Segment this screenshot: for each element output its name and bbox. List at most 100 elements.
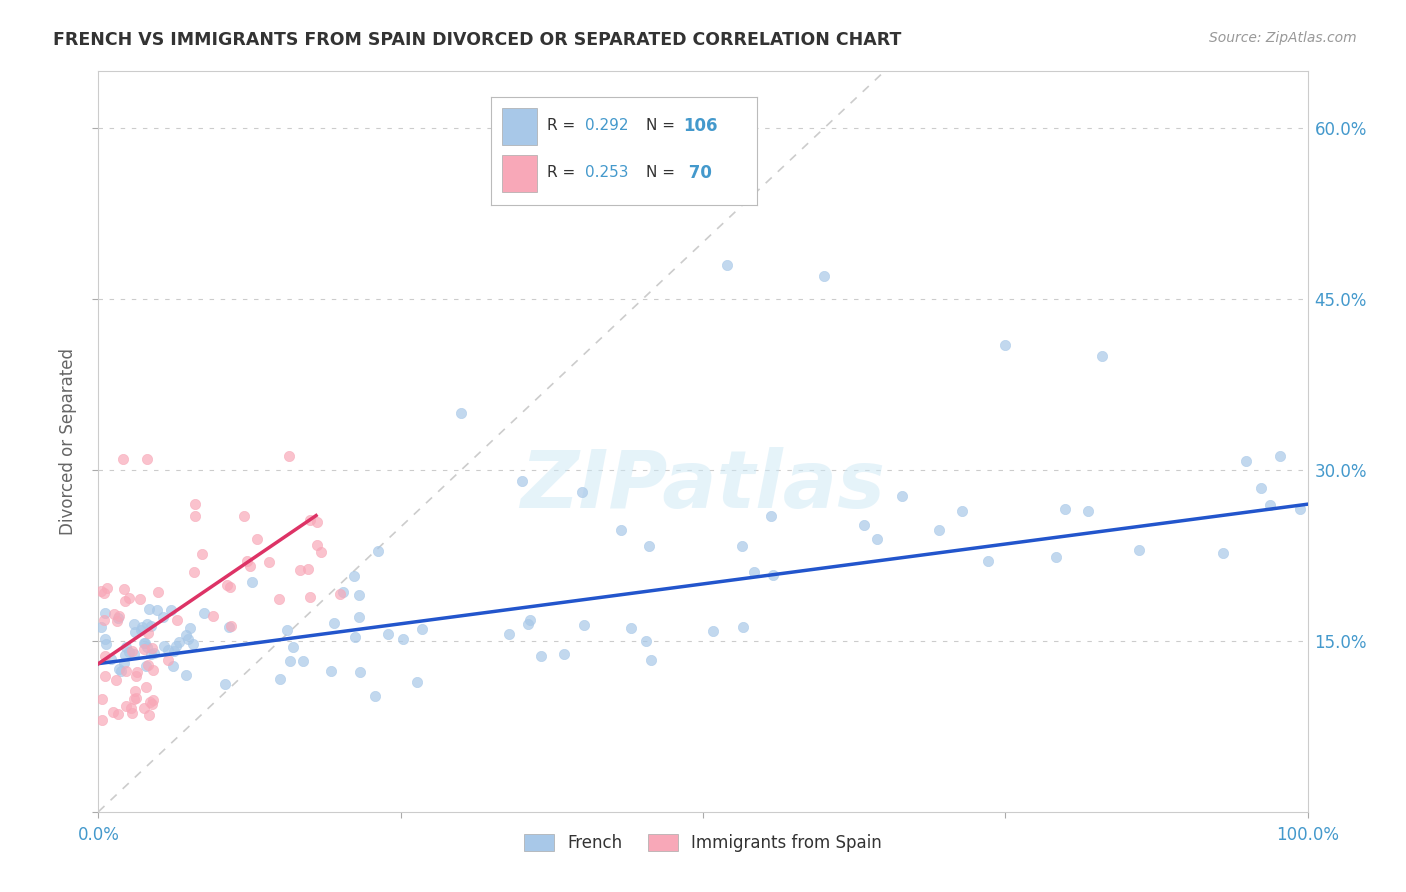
Point	[114, 594, 136, 608]
Point	[138, 695, 160, 709]
Point	[115, 699, 138, 714]
Point	[343, 569, 366, 583]
Point	[347, 610, 370, 624]
Point	[1128, 542, 1150, 557]
Point	[406, 674, 429, 689]
Point	[163, 644, 186, 658]
Point	[364, 689, 387, 703]
Point	[516, 617, 538, 632]
Point	[269, 672, 291, 686]
Point	[120, 701, 142, 715]
Point	[111, 451, 134, 466]
Point	[640, 652, 662, 666]
Point	[193, 606, 215, 620]
Point	[183, 565, 205, 579]
Point	[141, 698, 163, 712]
Point	[93, 614, 115, 628]
Point	[121, 706, 143, 721]
Point	[246, 532, 269, 546]
Point	[184, 497, 207, 511]
Point	[309, 544, 332, 558]
Point	[94, 637, 117, 651]
Point	[104, 673, 127, 687]
Point	[107, 609, 129, 624]
Point	[112, 582, 135, 597]
Point	[236, 554, 259, 568]
Point	[239, 559, 262, 574]
Point	[1289, 501, 1312, 516]
Point	[136, 625, 159, 640]
Point	[135, 451, 157, 466]
Point	[138, 602, 160, 616]
Point	[219, 619, 242, 633]
Point	[305, 538, 328, 552]
Point	[1212, 546, 1234, 560]
Point	[138, 658, 160, 673]
Point	[90, 620, 112, 634]
Point	[367, 543, 389, 558]
Point	[891, 489, 914, 503]
Point	[298, 590, 321, 604]
Point	[138, 707, 160, 722]
Point	[125, 691, 148, 706]
Point	[530, 648, 553, 663]
Point	[176, 627, 198, 641]
Point	[278, 654, 301, 668]
Point	[139, 619, 162, 633]
Point	[176, 668, 198, 682]
Point	[105, 614, 128, 628]
Point	[610, 523, 633, 537]
Point	[122, 617, 145, 632]
Point	[127, 665, 149, 679]
Point	[107, 610, 129, 624]
Point	[1077, 504, 1099, 518]
Point	[94, 669, 117, 683]
Point	[519, 613, 541, 627]
Point	[115, 664, 138, 678]
Point	[702, 624, 724, 638]
Point	[108, 662, 131, 676]
Point	[94, 649, 117, 664]
Point	[177, 632, 200, 647]
Point	[156, 653, 179, 667]
Point	[1258, 498, 1281, 512]
Point	[181, 637, 204, 651]
Point	[655, 178, 678, 193]
Point	[135, 617, 157, 632]
Point	[110, 665, 132, 679]
Point	[152, 610, 174, 624]
Point	[950, 504, 973, 518]
Point	[146, 585, 169, 599]
Y-axis label: Divorced or Separated: Divorced or Separated	[59, 348, 77, 535]
Point	[347, 588, 370, 602]
Point	[329, 587, 352, 601]
Point	[332, 585, 354, 599]
Point	[716, 258, 738, 272]
Point	[319, 665, 342, 679]
Point	[377, 627, 399, 641]
Point	[121, 644, 143, 658]
Point	[759, 509, 782, 524]
Point	[762, 567, 785, 582]
Point	[118, 644, 141, 658]
Point	[866, 532, 889, 546]
Point	[215, 578, 238, 592]
Point	[94, 606, 117, 620]
Point	[742, 565, 765, 579]
Point	[1268, 450, 1291, 464]
Point	[411, 622, 433, 636]
Point	[299, 513, 322, 527]
Point	[240, 575, 263, 590]
Point	[322, 615, 344, 630]
Point	[101, 706, 124, 720]
Point	[135, 640, 157, 654]
Point	[124, 684, 146, 698]
Point	[731, 620, 754, 634]
Point	[498, 627, 520, 641]
Point	[135, 680, 157, 694]
Point	[928, 523, 950, 537]
Point	[96, 581, 118, 595]
Point	[128, 592, 150, 607]
Point	[124, 624, 146, 639]
Point	[281, 640, 304, 655]
